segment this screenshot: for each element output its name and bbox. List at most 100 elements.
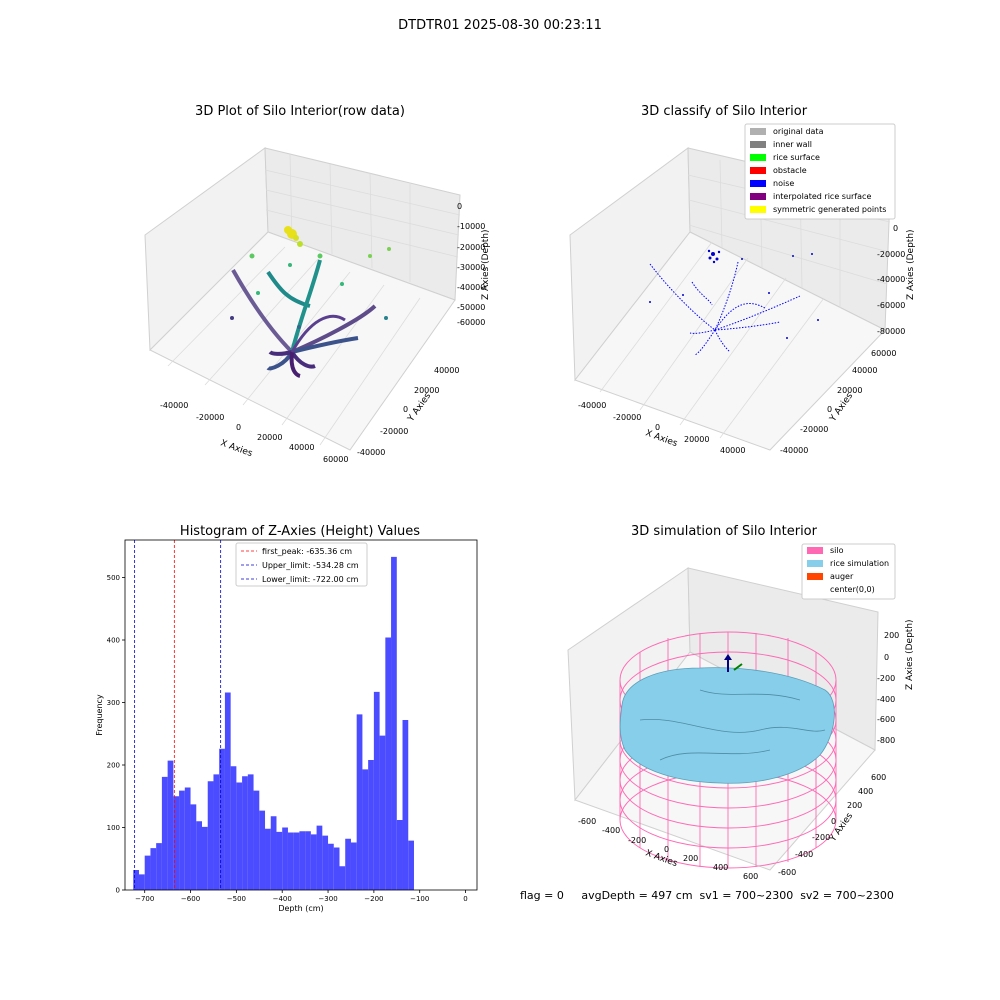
panel1-ytick-3: 20000: [414, 386, 439, 395]
hist-xtick-label: −300: [318, 895, 337, 903]
panel1-points: [230, 226, 391, 378]
hist-bar: [133, 870, 139, 890]
hist-bar: [184, 787, 191, 890]
panel2-back-pane: [687, 147, 891, 331]
hist-bar: [373, 691, 380, 890]
panel2-zlabel: Z Axies (Depth): [906, 229, 916, 300]
hist-bar: [259, 810, 266, 890]
panel4-ytick-3: 0: [831, 817, 836, 826]
panel4-ylabel: Y Axies: [828, 811, 856, 844]
hist-bar: [202, 826, 208, 890]
panel1-zlabel: Z Axies (Depth): [481, 229, 491, 300]
panel2-xtick-1: -20000: [613, 413, 641, 422]
panel4-ytick-5: 400: [858, 787, 873, 796]
hist-bar: [236, 782, 243, 890]
hist-bar: [253, 790, 260, 890]
panel4-xtick-2: -200: [628, 836, 646, 845]
hist-bar: [230, 766, 237, 890]
panel1-xlabel: X Axies: [219, 438, 254, 459]
panel4-xtick-5: 400: [713, 863, 728, 872]
rice-surface: [619, 667, 835, 784]
panel4-xtick-0: -600: [578, 817, 596, 826]
panel2-legend-label: inner wall: [773, 140, 812, 149]
figure-suptitle: DTDTR01 2025-08-30 00:23:11: [398, 18, 602, 33]
panel4-legend-label: rice simulation: [830, 559, 889, 568]
panel4-ytick-2: -200: [812, 833, 830, 842]
panel2-legend-swatch: [750, 128, 766, 135]
panel1-ztick-1: -10000: [457, 222, 485, 231]
panel2-legend-label: noise: [773, 179, 794, 188]
panel2-box: [569, 147, 891, 451]
hist-bar: [293, 832, 300, 890]
panel2-legend-label: obstacle: [773, 166, 807, 175]
panel1-xtick-1: -20000: [196, 413, 224, 422]
hist-bar: [161, 776, 168, 890]
panel1-left-pane: [144, 147, 269, 352]
panel1-xtick-0: -40000: [160, 401, 188, 410]
panel4-legend-label: silo: [830, 546, 844, 555]
panel1-axis-y: -40000 -20000 0 20000 40000 Y Axies: [357, 366, 459, 457]
panel2-ytick-4: 40000: [852, 366, 877, 375]
panel4-xtick-1: -400: [602, 826, 620, 835]
panel2-legend-label: interpolated rice surface: [773, 192, 871, 201]
panel1-ztick-0: 0: [457, 202, 462, 211]
panel2-legend-swatch: [750, 154, 766, 161]
panel2-xtick-2: 0: [655, 423, 660, 432]
hist-bar: [156, 843, 162, 890]
hist-bar: [224, 692, 231, 890]
panel2-legend-label: symmetric generated points: [773, 205, 886, 214]
hist-bar: [270, 816, 277, 890]
panel2-legend-swatch: [750, 167, 766, 174]
hist-bar: [339, 866, 346, 890]
hist-bar: [316, 825, 323, 890]
panel1-xtick-3: 20000: [257, 433, 282, 442]
panel1-floor-pane: [149, 231, 456, 451]
hist-bar: [276, 831, 283, 890]
panel2-legend-swatch: [750, 180, 766, 187]
panel4-zlabel: Z Axies (Depth): [905, 619, 915, 690]
panel2-ztick-4: -80000: [877, 327, 905, 336]
hist-xtick-label: −500: [227, 895, 246, 903]
panel3-title: Histogram of Z-Axies (Height) Values: [179, 524, 421, 539]
panel4-legend: silo rice simulation auger center(0,0): [801, 543, 896, 600]
panel1-back-pane: [264, 147, 461, 301]
panel4-ytick-6: 600: [871, 773, 886, 782]
panel4-legend-swatch: [807, 547, 823, 554]
hist-legend-label: first_peak: -635.36 cm: [262, 547, 352, 556]
panel4-legend-label: auger: [830, 572, 854, 581]
panel2-legend-swatch: [750, 193, 766, 200]
panel2-floor-pane: [574, 231, 886, 451]
panel2-ztick-1: -20000: [877, 250, 905, 259]
hist-bar: [402, 720, 409, 890]
panel1-xtick-2: 0: [236, 423, 241, 432]
panel2-axis-x: -40000 -20000 0 20000 40000 X Axies: [578, 401, 745, 455]
panel4-legend-swatch: [807, 560, 823, 567]
hist-bar: [356, 714, 363, 890]
hist-legend-label: Lower_limit: -722.00 cm: [262, 575, 359, 584]
panel4-legend-label: center(0,0): [830, 585, 875, 594]
panel4-ytick-4: 200: [847, 801, 862, 810]
hist-bar: [322, 835, 329, 890]
panel4-ztick-4: -600: [877, 715, 895, 724]
panel1-ytick-0: -40000: [357, 448, 385, 457]
panel4-ytick-0: -600: [778, 868, 796, 877]
hist-bar: [247, 774, 254, 890]
hist-bar: [282, 827, 288, 890]
hist-legend: first_peak: -635.36 cm Upper_limit: -534.…: [235, 542, 368, 587]
hist-bar: [213, 774, 220, 890]
hist-bar: [190, 804, 197, 890]
panel2-legend-swatch: [750, 206, 766, 213]
panel1-xtick-4: 40000: [289, 443, 314, 452]
panel1-axis-z: 0 -10000 -20000 -30000 -40000 -50000 -60…: [457, 202, 491, 327]
hist-bar: [219, 748, 225, 890]
hist-bar: [144, 855, 151, 890]
hist-bar: [138, 874, 145, 890]
hist-xtick-label: 0: [463, 895, 467, 903]
hist-xtick-label: −600: [181, 895, 200, 903]
panel4-ytick-1: -400: [795, 850, 813, 859]
panel4-box: [567, 567, 879, 871]
panel1-box: [144, 147, 461, 451]
hist-ytick-label: 200: [107, 762, 120, 770]
